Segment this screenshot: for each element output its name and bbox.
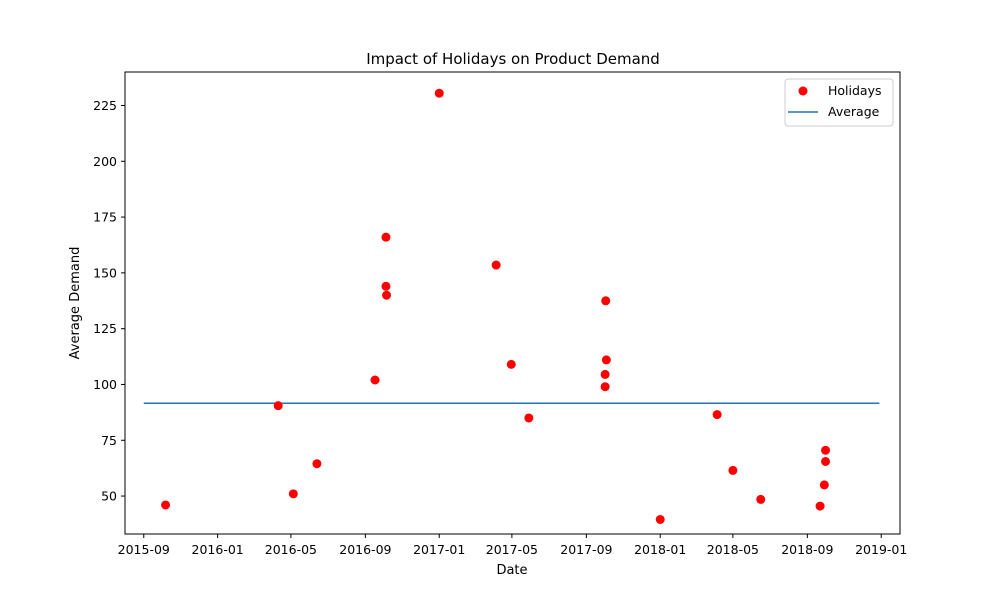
holiday-point xyxy=(600,382,610,392)
holiday-point xyxy=(601,355,611,365)
holiday-point xyxy=(161,500,171,510)
holiday-point xyxy=(712,410,722,420)
holiday-point xyxy=(381,232,391,242)
holiday-point xyxy=(815,501,825,511)
x-tick-label: 2015-09 xyxy=(118,542,170,557)
x-tick-label: 2018-01 xyxy=(634,542,686,557)
holiday-point xyxy=(491,260,501,270)
holiday-point xyxy=(756,494,766,504)
x-tick-label: 2018-09 xyxy=(781,542,833,557)
holiday-point xyxy=(370,375,380,385)
holiday-point xyxy=(434,88,444,98)
y-tick-label: 200 xyxy=(93,154,117,169)
holiday-point xyxy=(600,369,610,379)
y-tick-label: 75 xyxy=(101,433,117,448)
y-tick-label: 100 xyxy=(93,377,117,392)
holiday-point xyxy=(728,465,738,475)
y-tick-label: 225 xyxy=(93,98,117,113)
x-tick-label: 2016-09 xyxy=(339,542,391,557)
y-tick-label: 150 xyxy=(93,265,117,280)
x-tick-label: 2017-05 xyxy=(486,542,538,557)
holiday-point xyxy=(381,281,391,291)
holiday-point xyxy=(524,413,534,423)
legend-box xyxy=(784,78,894,127)
legend-label-average: Average xyxy=(828,104,880,119)
holiday-point xyxy=(821,445,831,455)
x-tick-label: 2018-05 xyxy=(707,542,759,557)
holiday-point xyxy=(288,489,298,499)
holiday-point xyxy=(382,290,392,300)
y-tick-label: 125 xyxy=(93,321,117,336)
holiday-point xyxy=(819,480,829,490)
holiday-point xyxy=(312,459,322,469)
x-axis-label: Date xyxy=(496,563,527,578)
x-tick-label: 2019-01 xyxy=(855,542,907,557)
legend-label-holidays: Holidays xyxy=(828,83,882,98)
x-tick-label: 2016-05 xyxy=(265,542,317,557)
holiday-point xyxy=(273,401,283,411)
y-axis-label: Average Demand xyxy=(68,247,83,360)
x-tick-label: 2017-01 xyxy=(413,542,465,557)
x-tick-label: 2017-09 xyxy=(560,542,612,557)
chart-title: Impact of Holidays on Product Demand xyxy=(366,50,660,68)
legend-marker-holidays xyxy=(798,86,808,96)
y-tick-label: 175 xyxy=(93,210,117,225)
holiday-point xyxy=(601,296,611,306)
holiday-point xyxy=(821,456,831,466)
legend: Holidays Average xyxy=(784,78,894,127)
y-tick-label: 50 xyxy=(101,489,117,504)
plot-frame xyxy=(124,71,901,535)
x-tick-label: 2016-01 xyxy=(192,542,244,557)
holiday-point xyxy=(655,514,665,524)
holiday-point xyxy=(506,359,516,369)
